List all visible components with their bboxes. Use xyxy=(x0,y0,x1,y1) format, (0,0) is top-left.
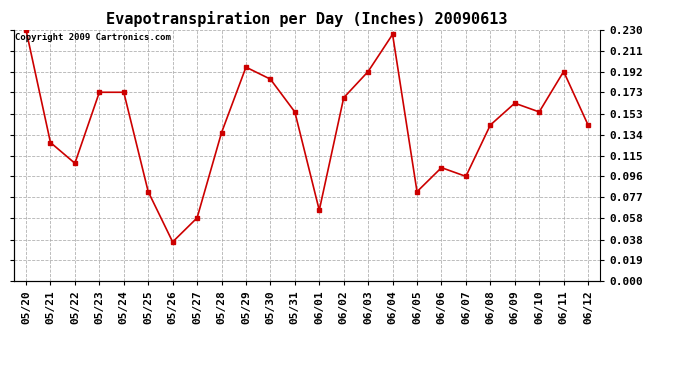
Title: Evapotranspiration per Day (Inches) 20090613: Evapotranspiration per Day (Inches) 2009… xyxy=(106,12,508,27)
Text: Copyright 2009 Cartronics.com: Copyright 2009 Cartronics.com xyxy=(15,33,171,42)
